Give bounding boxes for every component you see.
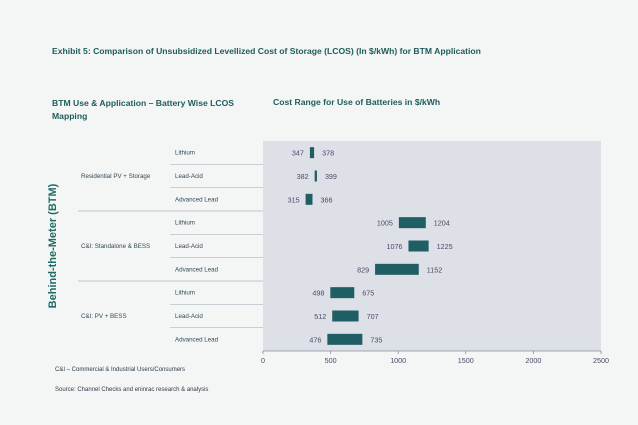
range-bar <box>330 287 355 299</box>
exhibit-title: Exhibit 5: Comparison of Unsubsidized Le… <box>52 46 481 56</box>
low-value-label: 829 <box>357 265 369 274</box>
footnote-source: Source: Channel Checks and eninrac resea… <box>55 387 209 393</box>
chart-title: Cost Range for Use of Batteries in $/kWh <box>273 97 441 107</box>
row-label: Advanced Lead <box>175 196 219 203</box>
high-value-label: 399 <box>325 172 337 181</box>
high-value-label: 1204 <box>434 219 450 228</box>
row-label: Lead-Acid <box>175 313 203 320</box>
footnote-abbreviation: C&I – Commercial & Industrial Users/Cons… <box>55 367 186 373</box>
range-bar <box>332 310 359 322</box>
x-tick-label: 2000 <box>525 356 541 365</box>
x-tick-label: 500 <box>325 356 337 365</box>
group-label: C&I: Standalone & BESS <box>81 243 150 250</box>
high-value-label: 1225 <box>437 242 453 251</box>
high-value-label: 378 <box>322 149 334 158</box>
high-value-label: 1152 <box>427 265 442 274</box>
low-value-label: 476 <box>309 335 321 344</box>
x-tick-label: 0 <box>261 356 265 365</box>
low-value-label: 382 <box>297 172 309 181</box>
range-bar <box>375 263 419 275</box>
row-label: Lead-Acid <box>175 173 203 180</box>
high-value-label: 366 <box>320 195 332 204</box>
row-label: Lithium <box>175 220 195 227</box>
low-value-label: 512 <box>314 312 326 321</box>
high-value-label: 707 <box>367 312 379 321</box>
x-tick-label: 1500 <box>458 356 474 365</box>
x-tick-label: 2500 <box>593 356 609 365</box>
low-value-label: 315 <box>288 195 300 204</box>
low-value-label: 1076 <box>386 242 402 251</box>
plot-area <box>263 141 601 351</box>
range-bar <box>327 333 363 345</box>
range-bar <box>314 170 317 182</box>
low-value-label: 347 <box>292 149 304 158</box>
group-label: Residential PV + Storage <box>81 173 151 180</box>
high-value-label: 675 <box>362 289 374 298</box>
row-label: Lithium <box>175 150 195 157</box>
range-bar <box>408 240 429 252</box>
range-bar <box>398 217 426 229</box>
range-bar <box>305 193 313 205</box>
group-label: C&I: PV + BESS <box>81 313 127 320</box>
low-value-label: 498 <box>312 289 324 298</box>
range-bar <box>309 147 315 159</box>
x-tick-label: 1000 <box>390 356 406 365</box>
left-heading: BTM Use & Application – Battery Wise LCO… <box>52 98 235 121</box>
row-label: Lead-Acid <box>175 243 203 250</box>
high-value-label: 735 <box>370 335 382 344</box>
row-label: Advanced Lead <box>175 266 219 273</box>
low-value-label: 1005 <box>377 219 393 228</box>
row-label: Advanced Lead <box>175 336 219 343</box>
row-label: Lithium <box>175 290 195 297</box>
